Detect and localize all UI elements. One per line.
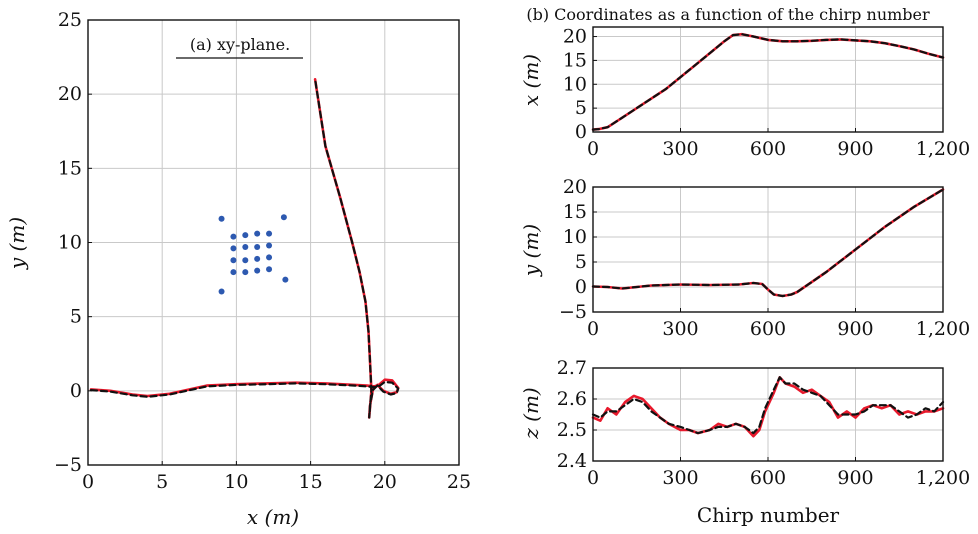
- panel-b-z-grid: [592, 367, 944, 462]
- trajectory-black-dashed-line: [89, 78, 400, 419]
- panel-b-z-frame: [592, 367, 944, 462]
- sensor-point: [266, 230, 273, 237]
- bz-ytick-label: 2.6: [557, 388, 587, 410]
- sensor-point: [242, 243, 249, 250]
- by-ytick-label: 5: [575, 251, 587, 273]
- panel-b-y-lines: [591, 188, 945, 298]
- a-ytick-label: 10: [58, 232, 82, 254]
- sensor-point: [280, 214, 287, 221]
- a-ytick-label: 20: [58, 83, 82, 105]
- bz-red-line: [591, 376, 945, 438]
- sensor-point: [254, 230, 261, 237]
- bx-xtick-label: 300: [662, 138, 698, 160]
- bz-xtick-label: 600: [750, 467, 786, 489]
- by-xtick-label: 600: [750, 318, 786, 340]
- panel-a-xlabel: x (m): [247, 505, 299, 529]
- by-xtick-label: 0: [587, 318, 599, 340]
- panel-a-grid: [87, 19, 460, 466]
- by-black-dashed-line: [591, 188, 945, 298]
- a-ytick-label: 25: [58, 9, 82, 31]
- panel-b-y-ylabel: y (m): [519, 224, 543, 277]
- panel-b-y-grid: [592, 186, 944, 313]
- by-ytick-label: 0: [575, 276, 587, 298]
- panel-b-z: 0 300 600 900 1,200 2.4 2.5 2.6 2.7 z (m) Chirp …: [519, 357, 970, 527]
- sensor-point: [218, 215, 225, 222]
- a-ytick-label: 15: [58, 157, 82, 179]
- by-ytick-label: 15: [563, 201, 587, 223]
- bz-xtick-label: 900: [837, 467, 873, 489]
- by-xtick-label: 900: [837, 318, 873, 340]
- panel-b-x-frame: [592, 26, 944, 133]
- bx-ytick-label: 20: [563, 26, 587, 48]
- by-xtick-label: 300: [662, 318, 698, 340]
- sensor-point-grid: [218, 214, 289, 295]
- a-ytick-label: 0: [70, 380, 82, 402]
- panel-b-x-grid: [592, 27, 944, 133]
- a-xtick-label: 10: [224, 471, 248, 493]
- sensor-point: [266, 254, 273, 261]
- by-ytick-label: 10: [563, 226, 587, 248]
- panel-b-z-lines: [591, 376, 945, 438]
- bx-ytick-label: 0: [575, 121, 587, 143]
- by-ytick-label: 20: [563, 176, 587, 198]
- panel-b-z-ylabel: z (m): [519, 387, 543, 439]
- sensor-point: [254, 255, 261, 262]
- panel-a-trajectories: [89, 78, 400, 419]
- bz-ytick-label: 2.4: [557, 450, 587, 472]
- a-ytick-label: 5: [70, 306, 82, 328]
- bz-black-dashed-line: [591, 376, 945, 435]
- bx-ytick-label: 5: [575, 97, 587, 119]
- bx-ytick-label: 15: [563, 49, 587, 71]
- sensor-point: [242, 232, 249, 239]
- sensor-point: [254, 243, 261, 250]
- sensor-point: [266, 266, 273, 273]
- panel-b-x-ylabel: x (m): [519, 54, 543, 106]
- bz-xtick-label: 1,200: [916, 467, 970, 489]
- sensor-point: [282, 276, 289, 283]
- panel-b-y-frame: [592, 186, 944, 313]
- sensor-point: [218, 288, 225, 295]
- panel-a-frame: [87, 19, 460, 466]
- by-xtick-label: 1,200: [916, 318, 970, 340]
- a-ytick-label: −5: [54, 454, 82, 476]
- bz-ytick-label: 2.7: [557, 357, 587, 379]
- bz-ytick-label: 2.5: [557, 419, 587, 441]
- by-ytick-label: −5: [559, 301, 587, 323]
- a-xtick-label: 25: [447, 471, 471, 493]
- bx-xtick-label: 600: [750, 138, 786, 160]
- bx-xtick-label: 900: [837, 138, 873, 160]
- panel-b-z-xlabel: Chirp number: [697, 503, 840, 527]
- a-xtick-label: 15: [299, 471, 323, 493]
- sensor-point: [230, 257, 237, 264]
- sensor-point: [242, 269, 249, 276]
- panel-b-z-ticks: 0 300 600 900 1,200 2.4 2.5 2.6 2.7: [557, 357, 970, 489]
- bx-xtick-label: 0: [587, 138, 599, 160]
- panel-a-title: (a) xy-plane.: [190, 35, 290, 54]
- sensor-point: [242, 257, 249, 264]
- bz-xtick-label: 0: [587, 467, 599, 489]
- bx-xtick-label: 1,200: [916, 138, 970, 160]
- bz-xtick-label: 300: [662, 467, 698, 489]
- sensor-point: [230, 269, 237, 276]
- panel-a-ylabel: y (m): [5, 217, 29, 270]
- panel-b-title: (b) Coordinates as a function of the chi…: [526, 5, 930, 24]
- bx-black-dashed-line: [591, 33, 945, 131]
- sensor-point: [254, 267, 261, 274]
- a-xtick-label: 5: [156, 471, 168, 493]
- sensor-point: [230, 233, 237, 240]
- a-xtick-label: 0: [82, 471, 94, 493]
- a-xtick-label: 20: [373, 471, 397, 493]
- sensor-point: [230, 245, 237, 252]
- bx-ytick-label: 10: [563, 73, 587, 95]
- panel-b-x-lines: [591, 32, 945, 131]
- sensor-point: [266, 242, 273, 249]
